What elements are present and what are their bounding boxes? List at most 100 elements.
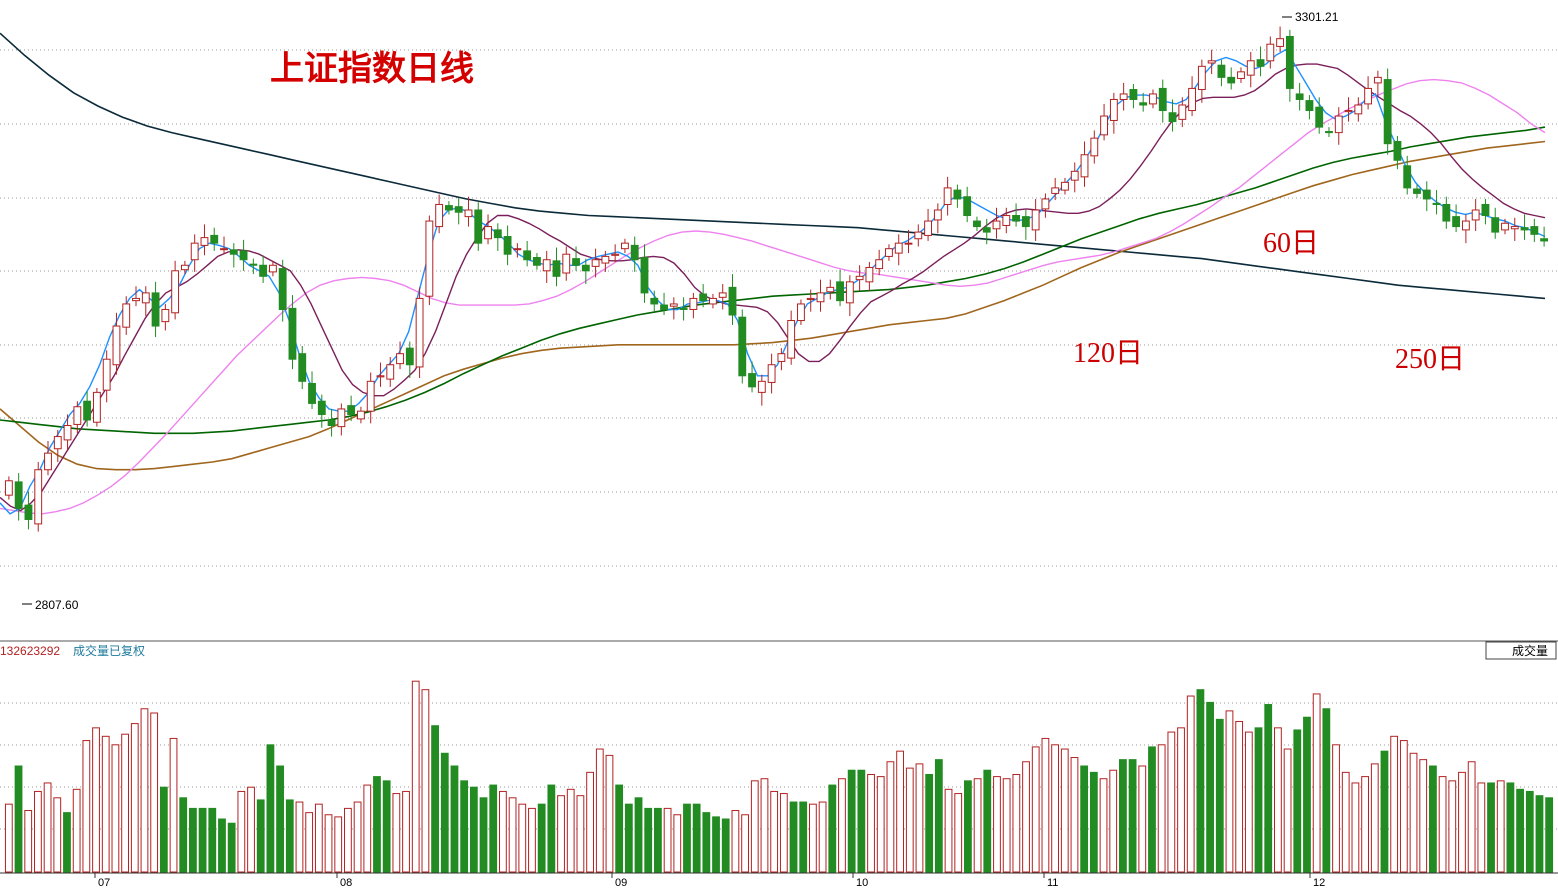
ma120-line	[0, 140, 1546, 471]
volume-bar	[1283, 748, 1292, 873]
candle-body	[317, 400, 326, 415]
candle	[1139, 92, 1148, 112]
volume-bar	[547, 784, 556, 873]
ma10-line	[0, 63, 1546, 512]
volume-bar	[731, 810, 740, 873]
candle-body	[24, 504, 33, 520]
volume-bar	[809, 803, 817, 873]
volume-bar	[566, 788, 575, 873]
candle	[552, 247, 561, 287]
candle-body	[405, 347, 414, 366]
candle	[249, 258, 258, 275]
candle-body	[836, 281, 844, 302]
volume-bar	[537, 803, 546, 873]
volume-bar	[450, 765, 459, 873]
candle-body	[933, 209, 942, 221]
candle-body	[904, 242, 913, 245]
candle	[748, 361, 756, 393]
candle	[112, 312, 121, 375]
volume-button-label[interactable]: 成交量	[1512, 643, 1548, 658]
candle	[1100, 103, 1109, 141]
candle	[806, 289, 815, 312]
x-tick-label: 08	[340, 877, 352, 889]
candle	[210, 227, 219, 251]
candle-body	[982, 227, 991, 233]
volume-bar	[440, 752, 449, 873]
candle-body	[630, 244, 639, 261]
candle	[171, 260, 180, 320]
volume-bar	[518, 803, 527, 873]
candle-body	[220, 248, 228, 251]
candle-body	[356, 410, 365, 420]
candle-body	[533, 257, 541, 266]
volume-bar	[663, 807, 672, 873]
candle-body	[924, 220, 932, 236]
candle-body	[278, 268, 287, 310]
candle	[1530, 218, 1539, 243]
candle-body	[1295, 93, 1304, 100]
candle	[229, 243, 238, 268]
candle-body	[973, 220, 981, 228]
candle-body	[1031, 209, 1040, 231]
candle	[640, 244, 649, 303]
candle-body	[1227, 76, 1236, 84]
volume-bar	[1060, 748, 1069, 873]
candle	[308, 371, 316, 409]
candle	[92, 387, 101, 427]
volume-bar	[876, 776, 885, 873]
candle-body	[679, 307, 688, 310]
volume-label: 成交量已复权	[73, 643, 145, 658]
candle	[102, 350, 111, 403]
candle-body	[1305, 100, 1314, 112]
candle-body	[229, 249, 238, 255]
volume-bar	[644, 807, 653, 873]
volume-bar	[1506, 782, 1515, 873]
candle	[630, 236, 639, 272]
candle	[1501, 218, 1509, 235]
candle	[533, 253, 541, 270]
candle-body	[386, 364, 395, 380]
volume-bar	[1409, 752, 1418, 873]
candle	[973, 216, 981, 231]
candle-body	[845, 281, 854, 304]
volume-button[interactable]: 成交量	[1485, 641, 1557, 660]
candle-body	[171, 270, 180, 314]
candle-body	[63, 425, 72, 441]
candle	[581, 258, 590, 285]
candle	[337, 403, 346, 436]
candle	[376, 362, 385, 387]
candle-body	[728, 286, 737, 316]
volume-bar	[1254, 727, 1263, 873]
volume-bar	[1119, 759, 1127, 873]
candle	[1061, 177, 1069, 195]
candle-body	[249, 263, 258, 266]
x-axis: 07 08 09 10 11 12	[0, 872, 1558, 889]
candle	[1452, 204, 1461, 233]
candle	[1442, 196, 1451, 229]
x-tick-label: 07	[98, 877, 110, 889]
candle	[151, 281, 160, 338]
candle	[885, 244, 893, 261]
candle	[1129, 84, 1138, 109]
candle	[1276, 26, 1285, 52]
volume-bar	[828, 784, 837, 873]
volume-bar	[673, 814, 682, 873]
candle-body	[738, 316, 747, 377]
candle-body	[1510, 226, 1519, 230]
candle-body	[1149, 93, 1157, 105]
candle	[621, 238, 629, 254]
candle	[14, 473, 23, 521]
candle-body	[1325, 131, 1333, 134]
candle	[1246, 51, 1255, 88]
x-tick-label: 09	[615, 877, 627, 889]
volume-bar	[1089, 771, 1098, 873]
candle	[679, 297, 688, 321]
candle	[220, 236, 228, 255]
candle	[454, 197, 463, 225]
candle-body	[4, 480, 13, 496]
candle-body	[347, 405, 356, 415]
volume-bar	[344, 807, 352, 873]
volume-bar	[770, 790, 779, 873]
volume-bar	[1477, 782, 1486, 873]
